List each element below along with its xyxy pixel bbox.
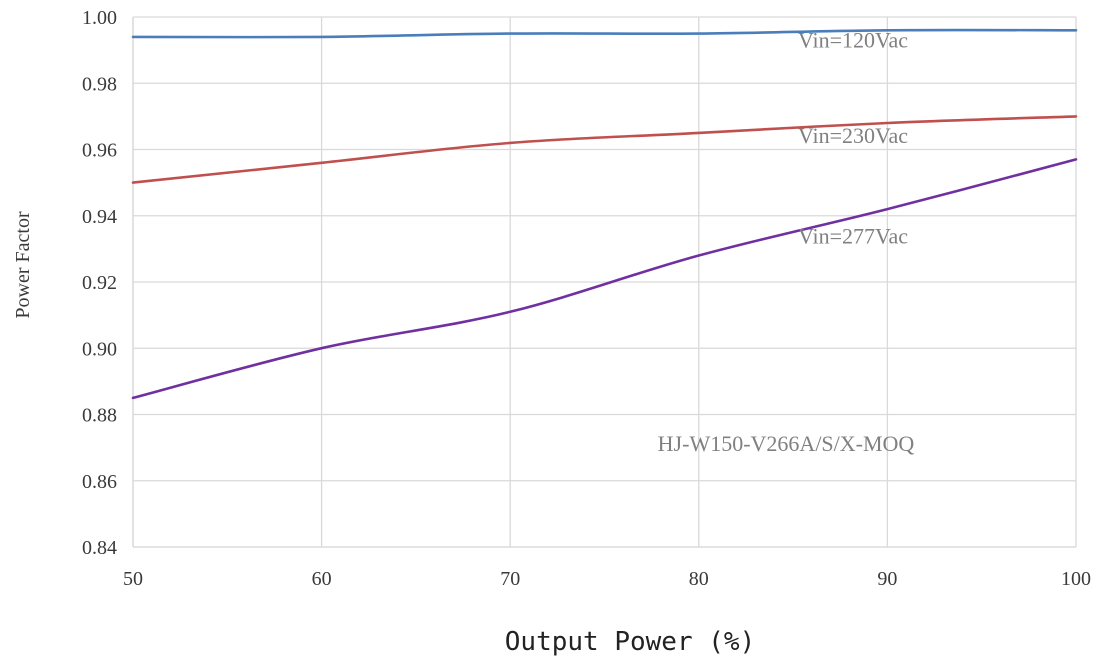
series-label: Vin=120Vac — [798, 28, 908, 53]
x-tick-labels: 50 60 70 80 90 100 — [123, 568, 1091, 590]
series-lines — [133, 30, 1076, 398]
x-tick-label: 100 — [1061, 568, 1091, 590]
y-tick-label: 0.88 — [82, 405, 117, 427]
x-tick-label: 50 — [123, 568, 143, 590]
x-tick-label: 90 — [877, 568, 897, 590]
y-tick-label: 0.84 — [82, 537, 117, 559]
chart-annotation: HJ-W150-V266A/S/X-MOQ — [658, 431, 915, 456]
x-tick-label: 80 — [689, 568, 709, 590]
y-tick-label: 0.90 — [82, 338, 117, 360]
series-line — [133, 159, 1076, 398]
y-tick-label: 0.96 — [82, 140, 117, 162]
y-tick-label: 0.86 — [82, 471, 117, 493]
y-tick-label: 1.00 — [82, 7, 117, 29]
y-tick-label: 0.94 — [82, 206, 117, 228]
y-tick-labels: 0.84 0.86 0.88 0.90 0.92 0.94 0.96 0.98 1.00 — [82, 7, 117, 559]
series-line — [133, 30, 1076, 37]
series-label: Vin=277Vac — [798, 224, 908, 249]
gridlines — [133, 17, 1076, 547]
x-tick-label: 60 — [312, 568, 332, 590]
y-tick-label: 0.98 — [82, 73, 117, 95]
series-label: Vin=230Vac — [798, 123, 908, 148]
y-axis-title: Power Factor — [12, 211, 34, 319]
x-tick-label: 70 — [500, 568, 520, 590]
y-tick-label: 0.92 — [82, 272, 117, 294]
x-axis-title: Output Power (%) — [505, 627, 755, 657]
